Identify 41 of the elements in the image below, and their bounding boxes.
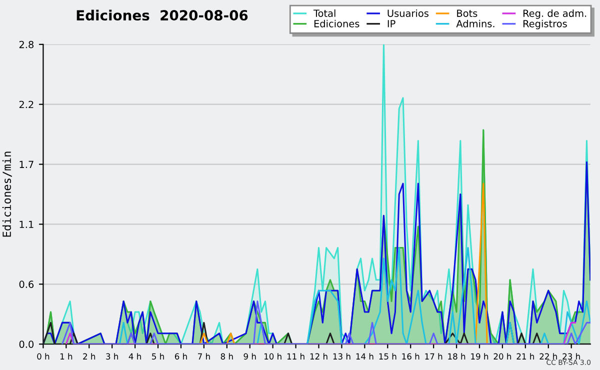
x-tick-label: 4 h (128, 353, 141, 360)
legend-label: Bots (457, 10, 478, 17)
x-tick-label: 13 h (333, 353, 350, 360)
x-tick-label: 16 h (402, 353, 420, 360)
x-tick-label: 9 h (244, 353, 256, 360)
legend-label: Registros (523, 20, 567, 30)
x-tick-label: 11 h (287, 353, 304, 360)
x-tick-label: 7 h (198, 353, 210, 360)
x-tick-label: 5 h (152, 353, 164, 360)
x-tick-label: 23 h (562, 353, 580, 360)
x-tick-label: 14 h (356, 353, 374, 360)
y-tick-label: 1.1 (20, 220, 34, 228)
y-tick-label: 2.8 (19, 40, 34, 48)
legend-label: Usuarios (388, 9, 428, 17)
x-tick-label: 19 h (471, 353, 488, 360)
x-tick-label: 17 h (425, 353, 442, 360)
line-series (61, 300, 590, 344)
x-tick-label: 12 h (310, 353, 328, 360)
x-tick-label: 10 h (264, 353, 282, 360)
x-tick-label: 21 h (516, 353, 534, 360)
x-tick-label: 3 h (106, 353, 118, 360)
legend-label: IP (388, 20, 396, 28)
x-tick-label: 22 h (540, 353, 557, 360)
y-tick-label: 2.2 (19, 100, 34, 108)
x-tick-label: 20 h (494, 353, 512, 360)
x-tick-label: 2 h (83, 353, 96, 360)
x-tick-label: 0 h (37, 353, 50, 360)
legend-label: Reg. de adm. (523, 9, 586, 19)
x-tick-label: 15 h (379, 353, 396, 360)
legend-label: Ediciones (314, 20, 360, 28)
legend-label: Total (313, 9, 336, 17)
x-tick-label: 1 h (60, 353, 72, 360)
x-tick-label: 18 h (448, 353, 466, 360)
y-axis-title: Ediciones/min (2, 152, 12, 237)
x-tick-label: 6 h (174, 353, 187, 360)
y-tick-label: 0.6 (19, 280, 34, 288)
chart-title: Ediciones 2020-08-06 (76, 10, 248, 21)
legend-label: Admins. (456, 20, 494, 28)
x-tick-label: 8 h (220, 353, 233, 360)
y-tick-label: 0.0 (19, 340, 34, 348)
y-tick-label: 1.7 (20, 160, 34, 168)
